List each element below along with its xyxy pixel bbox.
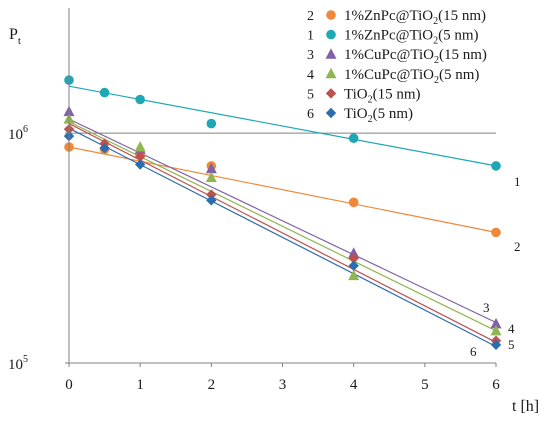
fit-line-3 (68, 118, 497, 324)
data-point-5 (206, 189, 217, 200)
data-point-6 (134, 159, 146, 170)
legend-label-5: TiO2(15 nm) (344, 86, 421, 105)
legend-number-2: 2 (307, 9, 314, 24)
data-point-1 (491, 161, 501, 171)
legend-marker-3 (325, 48, 337, 59)
legend-number-6: 6 (307, 107, 314, 122)
legend-number-1: 1 (307, 29, 314, 44)
legend-number-3: 3 (307, 48, 314, 63)
fit-line-4 (68, 121, 497, 332)
data-point-5 (348, 253, 359, 264)
y-axis-title: Pt (9, 26, 21, 47)
data-point-4 (134, 140, 146, 152)
data-point-2 (491, 227, 501, 238)
legend-number-5: 5 (307, 87, 314, 102)
data-point-1 (206, 118, 217, 129)
x-tick-label: 4 (350, 377, 358, 393)
legend-marker-2 (326, 10, 336, 20)
legend-marker-5 (325, 88, 337, 99)
line-label-5: 5 (508, 337, 515, 352)
legend-label-1: 1%ZnPc@TiO2(5 nm) (344, 28, 479, 47)
fit-line-5 (68, 123, 497, 343)
data-point-5 (134, 151, 146, 162)
x-tick-label: 6 (492, 377, 500, 393)
legend-marker-1 (326, 29, 336, 40)
data-point-4 (205, 171, 217, 183)
legend-number-4: 4 (307, 68, 314, 83)
legend: 2 1%ZnPc@TiO2(15 nm) 1 1%ZnPc@TiO2(5 nm) 3 1%… (307, 8, 487, 125)
legend-marker-4 (325, 67, 337, 79)
legend-label-2: 1%ZnPc@TiO2(15 nm) (344, 8, 486, 27)
x-tick-label: 3 (279, 377, 287, 393)
data-point-1 (99, 87, 110, 98)
data-point-4 (348, 269, 360, 281)
data-point-6 (348, 260, 359, 271)
line-label-6: 6 (470, 344, 477, 359)
y-tick-label: 105 (8, 354, 28, 373)
x-tick-label: 5 (421, 377, 429, 393)
line-label-4: 4 (508, 321, 515, 336)
data-point-6 (490, 339, 502, 350)
y-tick-label: 106 (8, 124, 28, 143)
line-label-3: 3 (483, 300, 490, 315)
data-point-2 (348, 197, 359, 208)
data-point-3 (205, 162, 217, 174)
fit-line-1 (68, 85, 497, 167)
data-point-1 (135, 94, 145, 105)
x-tick-label: 2 (208, 377, 216, 393)
x-axis-title: t [h] (512, 398, 539, 415)
fit-line-6 (68, 127, 497, 348)
data-point-1 (348, 133, 359, 144)
legend-label-6: TiO2(5 nm) (344, 106, 413, 125)
line-label-2: 2 (514, 239, 521, 254)
x-tick-label: 1 (136, 377, 144, 393)
data-point-6 (206, 195, 217, 206)
data-point-4 (490, 324, 502, 336)
fit-line-2 (68, 146, 497, 233)
data-point-3 (490, 317, 502, 329)
legend-marker-6 (325, 107, 337, 119)
data-point-6 (99, 142, 110, 154)
legend-label-3: 1%CuPc@TiO2(15 nm) (344, 47, 487, 66)
line-label-1: 1 (514, 174, 521, 189)
x-tick-label: 0 (65, 377, 73, 393)
legend-label-4: 1%CuPc@TiO2(5 nm) (344, 67, 479, 86)
data-point-3 (348, 247, 360, 258)
